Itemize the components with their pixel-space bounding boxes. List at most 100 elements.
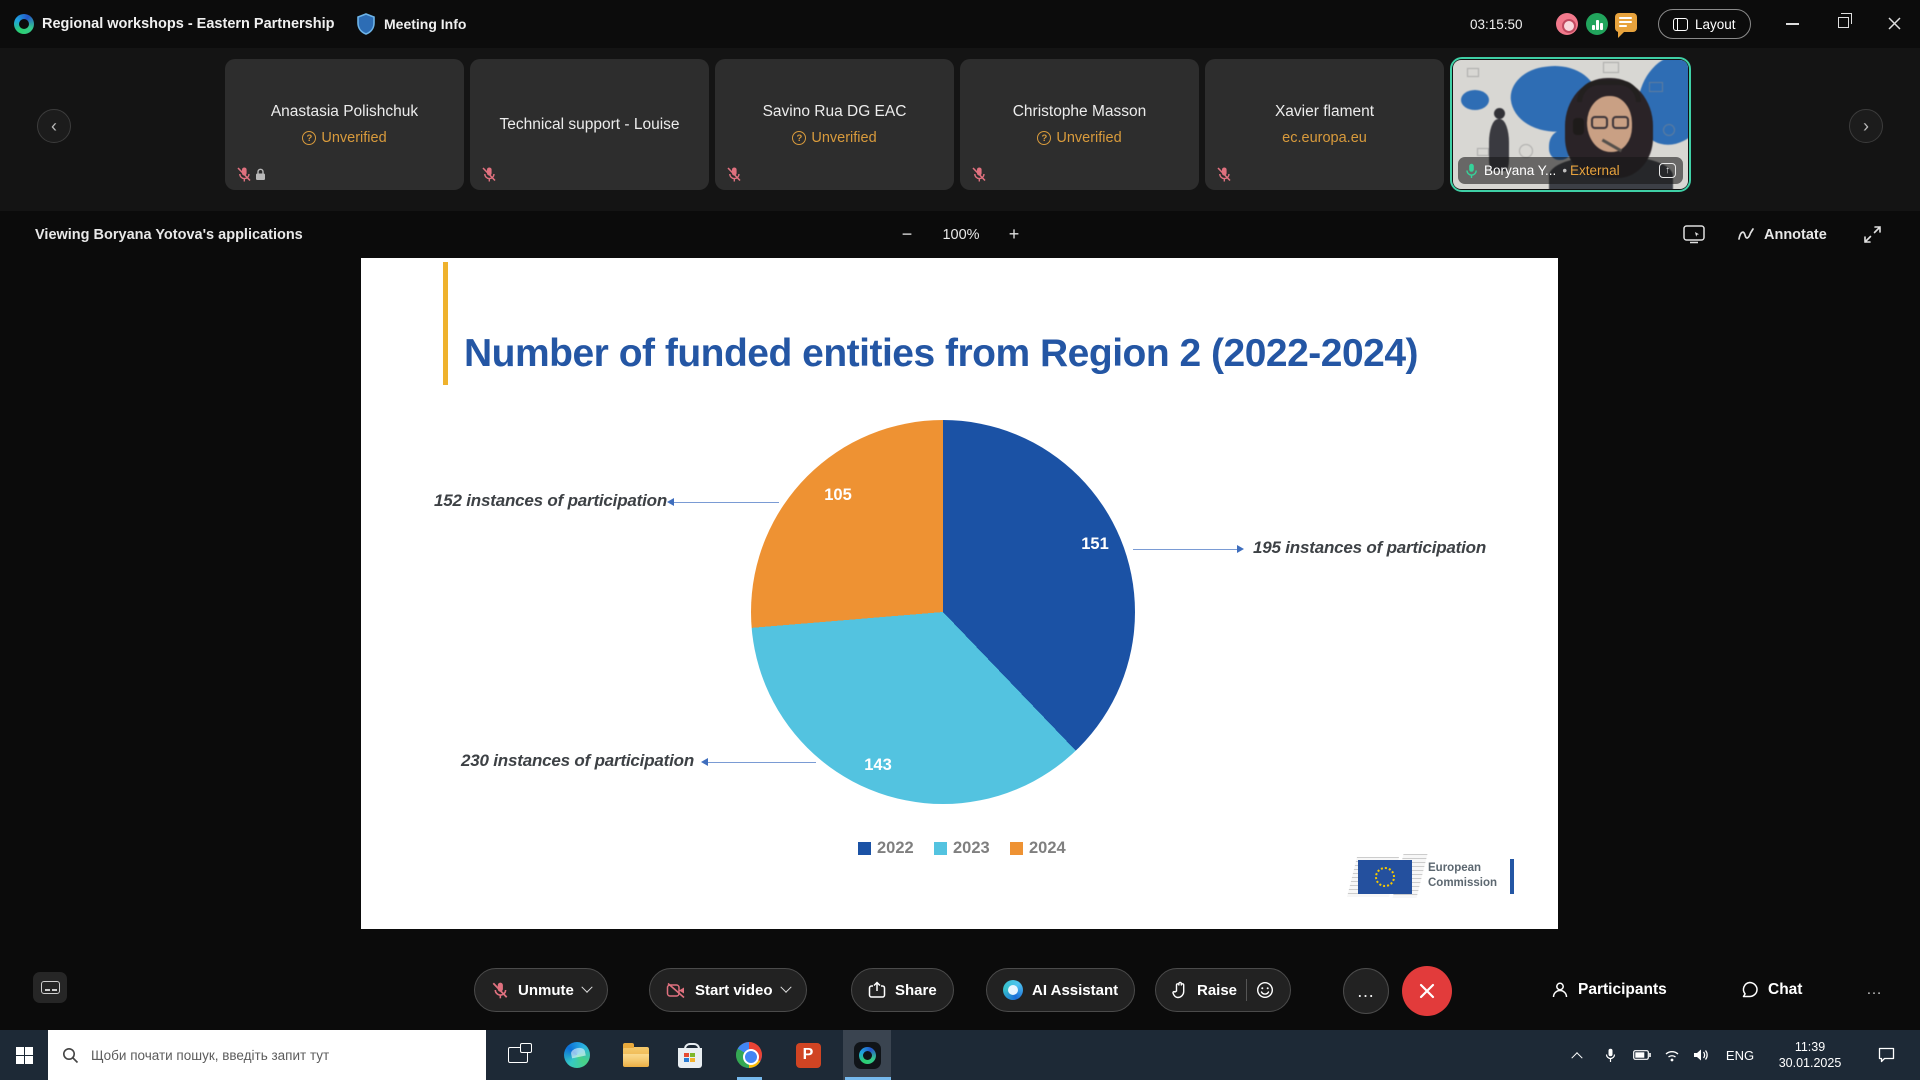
- close-button[interactable]: [1888, 17, 1901, 30]
- tray-network-icon[interactable]: [1658, 1030, 1686, 1080]
- callout-2024: 152 instances of participation: [433, 491, 667, 510]
- participant-tile-anastasia[interactable]: Anastasia Polishchuk ? Unverified: [225, 59, 464, 190]
- search-placeholder: Щоби почати пошук, введіть запит тут: [91, 1047, 330, 1063]
- meeting-info-label[interactable]: Meeting Info: [384, 16, 467, 32]
- tray-language[interactable]: ENG: [1725, 1047, 1755, 1063]
- participant-tile-christophe[interactable]: Christophe Masson ? Unverified: [960, 59, 1199, 190]
- more-options-button[interactable]: …: [1343, 968, 1389, 1014]
- title-accent-bar: [443, 262, 448, 385]
- pen-squiggle-icon: [1738, 228, 1754, 240]
- windows-logo-icon: [15, 1046, 33, 1064]
- expand-icon[interactable]: [1863, 225, 1882, 244]
- unverified-badge: ? Unverified: [233, 130, 456, 146]
- mic-active-icon: [1466, 163, 1477, 178]
- webex-logo-icon: [14, 14, 34, 34]
- chevron-down-icon[interactable]: [779, 981, 792, 993]
- callout-line: [708, 762, 816, 764]
- viewing-bar: Viewing Boryana Yotova's applications − …: [0, 211, 1920, 258]
- start-button[interactable]: [0, 1030, 48, 1080]
- shared-content-stage: Number of funded entities from Region 2 …: [0, 258, 1920, 929]
- minimize-button[interactable]: [1786, 23, 1799, 25]
- action-center-button[interactable]: [1868, 1030, 1904, 1080]
- eu-flag-icon: [1358, 860, 1412, 894]
- callout-arrowhead: [667, 498, 674, 506]
- taskbar-search[interactable]: Щоби почати пошук, введіть запит тут: [48, 1030, 486, 1080]
- captions-icon: [40, 981, 60, 994]
- participants-button[interactable]: Participants: [1551, 968, 1667, 1012]
- reactions-smiley-icon[interactable]: [1256, 981, 1274, 999]
- closed-captions-button[interactable]: [33, 972, 67, 1003]
- share-button[interactable]: Share: [851, 968, 954, 1012]
- more-panels-button[interactable]: …: [1866, 981, 1882, 998]
- callout-2023: 230 instances of participation: [460, 751, 694, 770]
- tray-clock[interactable]: 11:39 30.01.2025: [1764, 1030, 1856, 1080]
- participant-tile-savino[interactable]: Savino Rua DG EAC ? Unverified: [715, 59, 954, 190]
- task-view-button[interactable]: [494, 1030, 542, 1080]
- meeting-title: Regional workshops - Eastern Partnership: [42, 16, 335, 32]
- hidden-icons-button[interactable]: [1565, 1030, 1589, 1080]
- zoom-in-button[interactable]: +: [1008, 224, 1020, 244]
- pie: [751, 420, 1135, 804]
- mic-muted-icon: [1217, 167, 1231, 182]
- domain-badge: ec.europa.eu: [1282, 130, 1367, 146]
- mic-muted-icon: [237, 167, 251, 182]
- unverified-badge: ? Unverified: [968, 130, 1191, 146]
- annotate-button[interactable]: Annotate: [1737, 211, 1827, 258]
- chrome-open-indicator: [737, 1077, 762, 1080]
- legend-swatch-2022: [858, 842, 871, 855]
- share-screen-icon: [868, 981, 886, 998]
- participant-name: Savino Rua DG EAC: [762, 103, 907, 120]
- tray-date: 30.01.2025: [1778, 1056, 1842, 1070]
- title-bar: Regional workshops - Eastern Partnership…: [0, 0, 1920, 48]
- layout-grid-icon: [1673, 17, 1688, 31]
- viewing-label: Viewing Boryana Yotova's applications: [35, 226, 303, 243]
- unread-messages-icon[interactable]: [1615, 13, 1637, 38]
- scroll-right-button[interactable]: ›: [1849, 109, 1883, 143]
- shared-slide: Number of funded entities from Region 2 …: [361, 258, 1558, 929]
- question-icon: ?: [1037, 131, 1052, 145]
- unmute-button[interactable]: Unmute: [474, 968, 608, 1012]
- participant-tile-xavier[interactable]: Xavier flament ec.europa.eu: [1205, 59, 1444, 190]
- meeting-timer: 03:15:50: [1470, 16, 1523, 32]
- participants-icon: [1552, 982, 1568, 998]
- participant-name: Xavier flament: [1274, 103, 1375, 120]
- file-explorer-taskbar-icon[interactable]: [612, 1030, 660, 1080]
- chevron-down-icon[interactable]: [581, 981, 593, 993]
- slice-value-2024: 105: [824, 486, 852, 504]
- participant-tile-technical-support[interactable]: Technical support - Louise: [470, 59, 709, 190]
- edge-taskbar-icon[interactable]: [553, 1030, 601, 1080]
- webex-taskbar-icon[interactable]: [843, 1030, 891, 1080]
- webex-active-indicator: [845, 1077, 891, 1080]
- connection-stats-icon[interactable]: [1586, 13, 1608, 35]
- ai-assistant-button[interactable]: AI Assistant: [986, 968, 1136, 1012]
- european-commission-logo: European Commission: [1336, 850, 1536, 905]
- participant-tile-boryana-video[interactable]: Boryana Y... • External ↑: [1450, 57, 1691, 192]
- camera-off-icon: [666, 982, 685, 998]
- layout-button[interactable]: Layout: [1658, 9, 1751, 39]
- leave-meeting-button[interactable]: [1402, 966, 1452, 1016]
- meeting-controls-bar: Unmute Start video Share AI Assistant: [0, 929, 1920, 1030]
- tray-mic-icon[interactable]: [1596, 1030, 1624, 1080]
- recording-indicator-icon[interactable]: [1556, 13, 1578, 35]
- lock-icon: [256, 168, 265, 180]
- windows-taskbar: Щоби почати пошук, введіть запит тут P: [0, 1030, 1920, 1080]
- restore-button[interactable]: [1838, 13, 1852, 28]
- zoom-out-button[interactable]: −: [901, 224, 913, 244]
- tray-battery-icon[interactable]: [1628, 1030, 1656, 1080]
- participants-strip: ‹ › Anastasia Polishchuk ? Unverified Te…: [0, 48, 1920, 211]
- close-x-icon: [1419, 983, 1435, 999]
- mic-muted-icon: [727, 167, 741, 182]
- chrome-taskbar-icon[interactable]: [725, 1030, 773, 1080]
- powerpoint-taskbar-icon[interactable]: P: [784, 1030, 832, 1080]
- store-taskbar-icon[interactable]: [666, 1030, 714, 1080]
- raise-hand-button[interactable]: Raise: [1155, 968, 1292, 1012]
- scroll-left-button[interactable]: ‹: [37, 109, 71, 143]
- callout-arrowhead: [1237, 545, 1244, 553]
- divider: [1246, 979, 1248, 1001]
- view-on-display-icon[interactable]: [1683, 225, 1705, 244]
- chat-button[interactable]: Chat: [1740, 968, 1802, 1012]
- sharing-indicator-icon: ↑: [1659, 163, 1676, 178]
- legend-swatch-2024: [1010, 842, 1023, 855]
- tray-volume-icon[interactable]: [1686, 1030, 1716, 1080]
- start-video-button[interactable]: Start video: [649, 968, 807, 1012]
